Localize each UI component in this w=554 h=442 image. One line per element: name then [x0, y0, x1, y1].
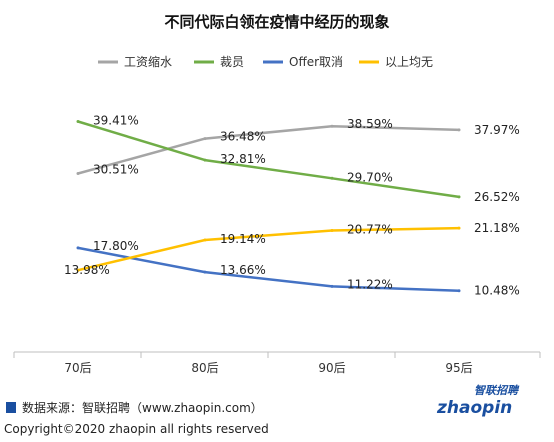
data-point	[330, 229, 334, 232]
data-label: 32.81%	[220, 152, 266, 166]
data-label: 30.51%	[93, 163, 139, 177]
data-label: 26.52%	[474, 190, 520, 204]
series-line-3	[77, 226, 460, 272]
x-tick-label: 80后	[191, 361, 218, 375]
data-label: 21.18%	[474, 221, 520, 235]
data-label: 13.66%	[220, 263, 266, 277]
data-point	[76, 120, 80, 123]
x-tick-label: 70后	[64, 361, 91, 375]
data-label: 39.41%	[93, 114, 139, 128]
data-label: 20.77%	[347, 223, 393, 237]
data-label: 19.14%	[220, 232, 266, 246]
data-label: 29.70%	[347, 170, 393, 184]
data-point	[76, 172, 80, 175]
data-point	[76, 246, 80, 250]
data-point	[330, 124, 334, 128]
legend-label-3: 以上均无	[385, 55, 433, 69]
data-point	[330, 176, 334, 180]
data-point	[330, 284, 334, 288]
data-point	[203, 270, 207, 274]
logo-cn-text: 智联招聘	[474, 384, 520, 397]
copyright-text: Copyright©2020 zhaopin all rights reserv…	[4, 422, 269, 436]
source-text: 数据来源：智联招聘（www.zhaopin.com）	[22, 400, 263, 415]
source-marker	[6, 402, 16, 413]
data-labels: 30.51% 36.48% 38.59% 37.97% 39.41% 32.81% 29.7…	[64, 114, 520, 298]
series-line-0	[77, 124, 460, 175]
data-point	[457, 195, 461, 199]
chart-legend: 工资缩水 裁员 Offer取消 以上均无	[98, 54, 433, 69]
data-point	[457, 128, 461, 132]
data-label: 10.48%	[474, 284, 520, 298]
data-label: 11.22%	[347, 277, 393, 291]
legend-label-0: 工资缩水	[124, 54, 172, 69]
x-axis: 70后 80后 90后 95后	[13, 351, 541, 375]
data-point	[76, 268, 80, 272]
data-label: 36.48%	[220, 130, 266, 144]
series-line-2	[77, 246, 460, 292]
x-tick-label: 95后	[445, 361, 472, 375]
logo-text: zhaopin	[436, 398, 512, 418]
data-label: 38.59%	[347, 117, 393, 131]
x-tick-label: 90后	[318, 361, 345, 375]
data-point	[203, 238, 207, 242]
legend-label-1: 裁员	[220, 55, 244, 69]
data-label: 13.98%	[64, 263, 110, 277]
data-label: 17.80%	[93, 239, 139, 253]
data-point	[203, 158, 207, 162]
data-point	[457, 226, 461, 230]
data-point	[457, 289, 461, 293]
data-point	[203, 137, 207, 141]
series-line-1	[77, 120, 460, 199]
data-label: 37.97%	[474, 123, 520, 137]
chart-title: 不同代际白领在疫情中经历的现象	[164, 13, 389, 31]
footer: 数据来源：智联招聘（www.zhaopin.com） Copyright©202…	[4, 384, 520, 436]
series-lines	[76, 120, 461, 293]
legend-label-2: Offer取消	[289, 55, 343, 69]
zhaopin-logo: 智联招聘 zhaopin	[436, 384, 520, 418]
